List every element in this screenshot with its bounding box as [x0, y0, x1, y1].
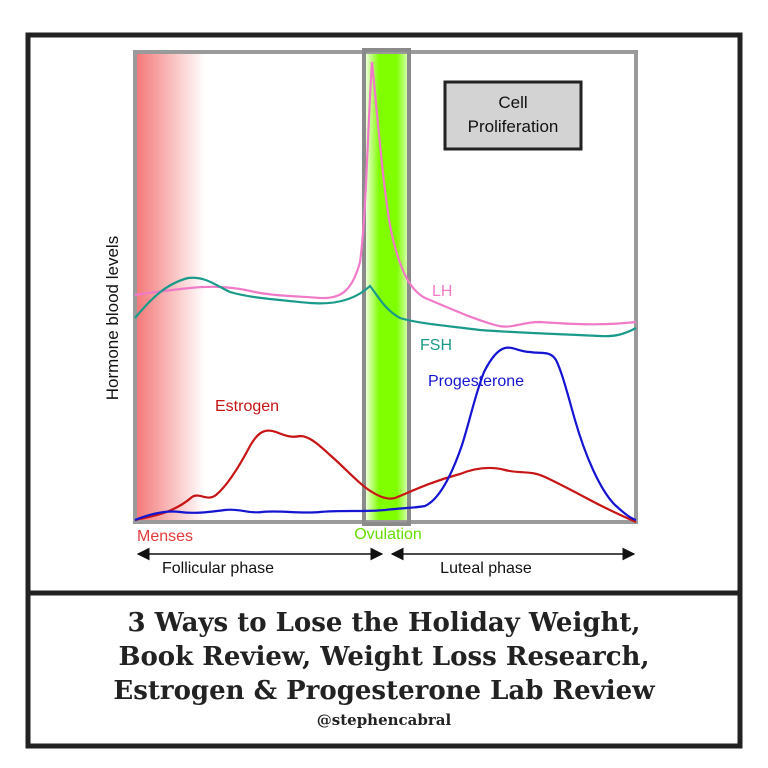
follicular-phase-label: Follicular phase [162, 560, 274, 577]
y-axis-label: Hormone blood levels [103, 236, 122, 400]
fsh-curve [134, 276, 637, 338]
lh-curve [134, 61, 637, 328]
estrogen-label: Estrogen [215, 398, 279, 415]
fsh-label: FSH [420, 337, 452, 354]
lh-label: LH [432, 283, 452, 300]
ovulation-box [362, 48, 411, 526]
luteal-phase-label: Luteal phase [440, 560, 532, 577]
progesterone-curve [134, 346, 637, 522]
progesterone-label: Progesterone [428, 373, 524, 390]
caption-line-3: Estrogen & Progesterone Lab Review [113, 676, 655, 706]
cell-proliferation-label-1: Cell [498, 93, 527, 112]
cell-proliferation-box [443, 80, 583, 151]
caption-border [25, 590, 743, 749]
ovulation-label: Ovulation [354, 526, 422, 543]
caption-line-2: Book Review, Weight Loss Research, [118, 642, 650, 672]
menses-label: Menses [137, 528, 193, 545]
caption: 3 Ways to Lose the Holiday Weight, Book … [28, 606, 740, 730]
estrogen-curve [134, 429, 637, 524]
author-handle: @stephencabral [316, 711, 452, 729]
caption-line-1: 3 Ways to Lose the Holiday Weight, [127, 608, 641, 638]
cell-proliferation-label-2: Proliferation [468, 117, 559, 136]
ovulation-band [366, 50, 410, 522]
